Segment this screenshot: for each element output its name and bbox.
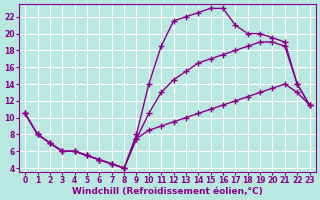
X-axis label: Windchill (Refroidissement éolien,°C): Windchill (Refroidissement éolien,°C) <box>72 187 263 196</box>
